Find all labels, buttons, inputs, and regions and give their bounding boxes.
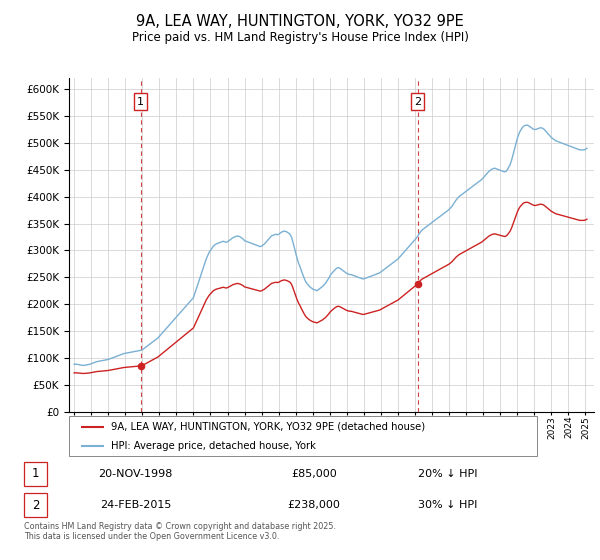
Text: 2: 2: [32, 498, 40, 512]
Text: 1: 1: [137, 97, 144, 107]
Text: Price paid vs. HM Land Registry's House Price Index (HPI): Price paid vs. HM Land Registry's House …: [131, 31, 469, 44]
Text: 24-FEB-2015: 24-FEB-2015: [100, 500, 171, 510]
Text: 9A, LEA WAY, HUNTINGTON, YORK, YO32 9PE: 9A, LEA WAY, HUNTINGTON, YORK, YO32 9PE: [136, 14, 464, 29]
Text: 20% ↓ HPI: 20% ↓ HPI: [418, 469, 478, 479]
Text: 20-NOV-1998: 20-NOV-1998: [98, 469, 173, 479]
Point: [413, 279, 422, 288]
Text: £85,000: £85,000: [291, 469, 337, 479]
Bar: [24, 461, 47, 486]
Text: HPI: Average price, detached house, York: HPI: Average price, detached house, York: [111, 441, 316, 450]
Text: 2: 2: [414, 97, 421, 107]
Text: £238,000: £238,000: [288, 500, 341, 510]
Bar: [24, 493, 47, 517]
Text: 9A, LEA WAY, HUNTINGTON, YORK, YO32 9PE (detached house): 9A, LEA WAY, HUNTINGTON, YORK, YO32 9PE …: [111, 422, 425, 432]
Text: 30% ↓ HPI: 30% ↓ HPI: [418, 500, 478, 510]
Point: [136, 361, 145, 370]
Text: Contains HM Land Registry data © Crown copyright and database right 2025.
This d: Contains HM Land Registry data © Crown c…: [24, 522, 336, 542]
Text: 1: 1: [32, 468, 40, 480]
